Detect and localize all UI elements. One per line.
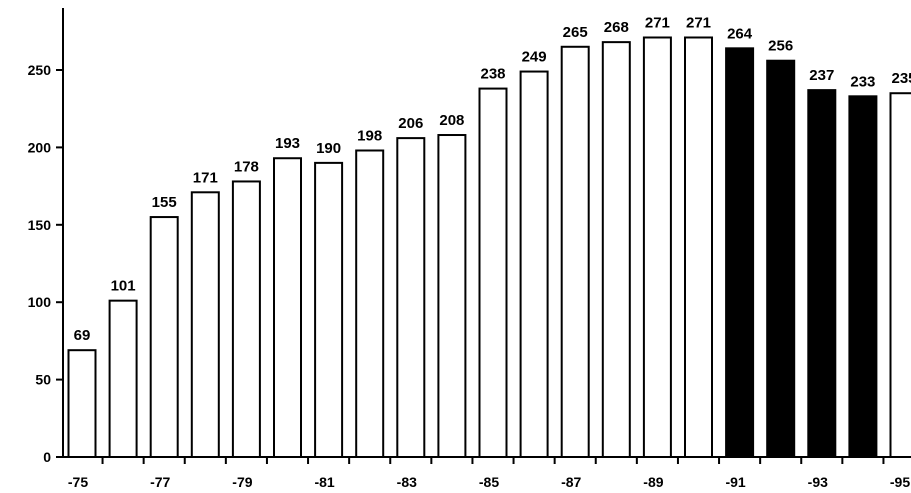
bar-77 xyxy=(149,216,179,458)
data-label: 249 xyxy=(522,49,547,66)
bar-82 xyxy=(355,149,385,458)
y-tick-label: 50 xyxy=(35,372,51,388)
x-tick-label: -83 xyxy=(397,474,417,490)
x-tick-label: -87 xyxy=(561,474,581,490)
x-tick-label: -85 xyxy=(479,474,499,490)
bar-89 xyxy=(642,36,672,458)
data-label: 268 xyxy=(604,19,629,36)
bar-90 xyxy=(684,36,713,458)
data-label: 238 xyxy=(480,66,505,83)
bar-80 xyxy=(273,157,302,458)
data-label: 178 xyxy=(234,158,259,175)
bar-75 xyxy=(67,349,97,458)
data-label: 171 xyxy=(193,169,218,186)
bar-92 xyxy=(766,59,796,458)
data-label: 233 xyxy=(850,73,875,90)
x-tick-label: -77 xyxy=(150,474,170,490)
bar-86 xyxy=(519,70,549,458)
x-tick-label: -95 xyxy=(890,474,910,490)
bar-95 xyxy=(889,92,911,458)
x-tick-label: -91 xyxy=(725,474,745,490)
bar-81 xyxy=(314,161,344,458)
data-label: 193 xyxy=(275,135,300,152)
y-ticks-group: 0 50 100 150 200 250 xyxy=(28,62,63,465)
bar-76 xyxy=(108,299,138,459)
x-tick-label: -81 xyxy=(314,474,334,490)
bar-78 xyxy=(190,191,220,459)
data-label: 265 xyxy=(563,24,588,41)
bar-79 xyxy=(231,180,261,458)
y-tick-label: 250 xyxy=(28,62,52,78)
bars-group xyxy=(67,36,911,459)
y-tick-label: 100 xyxy=(28,294,52,310)
axes-group xyxy=(62,8,905,458)
data-labels-group: 69 101 155 171 178 193 190 198 206 208 238 249 265 26… xyxy=(74,14,911,344)
data-label: 237 xyxy=(809,67,834,84)
bar-83 xyxy=(396,137,426,458)
y-tick-label: 150 xyxy=(28,217,52,233)
data-label: 256 xyxy=(768,38,793,55)
data-label: 206 xyxy=(398,115,423,132)
x-tick-label: -79 xyxy=(232,474,252,490)
bar-88 xyxy=(601,41,631,459)
x-ticks-group: -75 -77 -79 -81 -83 -85 -87 -89 -91 -93 -95 xyxy=(68,457,910,490)
x-tick-label: -75 xyxy=(68,474,88,490)
y-tick-label: 200 xyxy=(28,139,52,155)
data-label: 190 xyxy=(316,140,341,157)
x-tick-label: -89 xyxy=(643,474,663,490)
data-label: 208 xyxy=(439,112,464,129)
x-tick-label: -93 xyxy=(808,474,828,490)
bar-94 xyxy=(848,95,878,458)
bar-93 xyxy=(807,89,837,459)
data-label: 271 xyxy=(686,14,711,31)
data-label: 155 xyxy=(152,194,177,211)
y-tick-label: 0 xyxy=(43,449,51,465)
data-label: 264 xyxy=(727,25,753,42)
bar-91 xyxy=(725,47,755,458)
data-label: 235 xyxy=(891,70,911,87)
bar-87 xyxy=(560,45,590,458)
bar-84 xyxy=(437,134,467,459)
data-label: 271 xyxy=(645,14,670,31)
data-label: 69 xyxy=(74,327,91,344)
data-label: 198 xyxy=(357,127,382,144)
bar-85 xyxy=(478,87,508,459)
data-label: 101 xyxy=(111,278,136,295)
